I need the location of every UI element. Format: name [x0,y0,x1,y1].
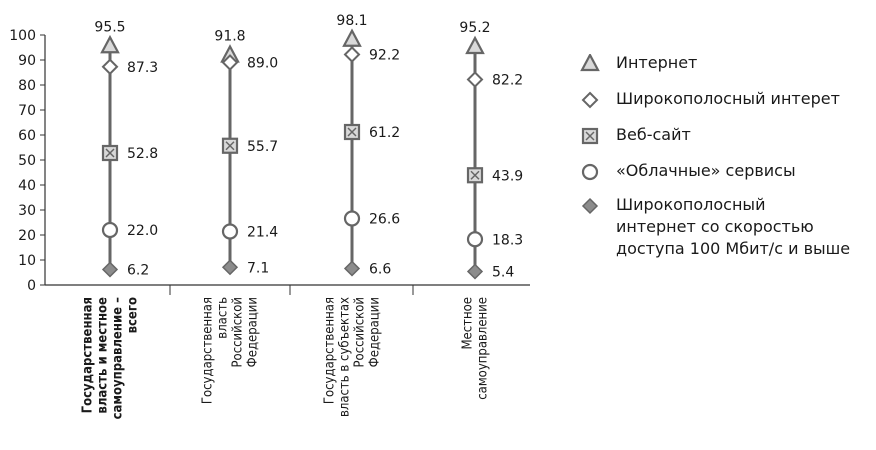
data-point [221,54,239,71]
category-label: Государственная власть Российской Федерации [201,297,261,404]
category-label-line: Российской [231,297,246,368]
data-label: 5.4 [492,265,514,281]
category-label-line: Федерации [368,297,383,367]
data-label: 22.0 [127,223,158,239]
y-tick-label: 70 [18,103,36,119]
y-tick-label: 90 [18,53,36,69]
category-label-line: Российской [353,297,368,368]
legend-item: «Облачные» сервисы [580,160,870,182]
data-point [466,71,484,88]
legend-label: «Облачные» сервисы [616,161,796,180]
legend-label: Широкополосный интерет [616,89,840,108]
data-point [465,35,485,55]
data-label: 95.2 [459,20,490,36]
data-label: 26.6 [369,212,400,228]
data-label: 7.1 [247,260,269,276]
data-point [101,58,119,76]
category-label-line: всего [126,297,141,333]
data-label: 98.1 [336,13,367,29]
legend-label: Интернет [616,53,698,72]
data-point [221,259,239,276]
data-label: 52.8 [127,146,158,162]
data-point [221,223,239,240]
data-point [466,231,484,248]
data-point [343,210,361,227]
data-point [342,28,362,47]
data-label: 18.3 [492,232,523,248]
legend-marker [580,54,600,72]
category-label-line: самоуправление – [111,297,126,420]
legend-label: Веб-сайт [616,125,691,144]
y-tick-label: 30 [18,203,36,219]
data-point [466,167,484,184]
data-point [221,137,239,154]
y-tick-label: 50 [18,153,36,169]
legend-marker-icon [581,91,599,109]
data-point [101,261,119,278]
data-label: 61.2 [369,125,400,141]
category-label-line: Федерации [246,297,261,367]
legend-marker-icon [581,127,599,145]
data-point [101,221,119,239]
data-point [100,34,120,54]
data-label: 92.2 [369,48,400,64]
data-point [101,144,119,162]
category-label-line: Государственная [81,297,96,413]
y-tick-label: 40 [18,178,36,194]
category-label-line: Государственная [201,297,216,404]
legend-marker [581,163,599,181]
category-label-line: власть [216,297,231,339]
chart: 0 10 20 30 40 50 60 70 80 90 100 95.5 91.8 98.1 95.2 87… [9,13,530,420]
category-label-line: самоуправление [476,297,491,400]
category-label-line: власть и местное [96,297,111,414]
category-label-line: власть в субъектах [338,297,353,417]
data-point [343,46,361,63]
legend-item: Широкополосный интернет со скоростью досту… [580,194,870,260]
data-label: 6.2 [127,263,149,279]
y-tick-label: 10 [18,253,36,269]
data-point [343,123,361,141]
y-tick-label: 80 [18,78,36,94]
legend-item: Веб-сайт [580,124,870,146]
y-tick-label: 100 [9,28,36,44]
legend-marker-icon [580,54,600,72]
y-tick-label: 60 [18,128,36,144]
data-point [343,260,361,277]
legend-label: интернет со скоростью [616,217,814,236]
category-label-line: Государственная [323,297,338,404]
category-label-line: Местное [461,297,476,350]
y-tick-label: 20 [18,228,36,244]
category-label: Местное самоуправление [461,297,491,400]
legend-item: Интернет [580,52,870,74]
legend-marker-icon [581,197,599,215]
data-point [466,263,484,280]
data-label: 6.6 [369,262,391,278]
data-label: 91.8 [214,29,245,45]
data-label: 82.2 [492,73,523,89]
data-label: 55.7 [247,139,278,155]
category-label: Государственная власть и местное самоуправ… [81,297,141,420]
legend-marker-icon [581,163,599,181]
data-label: 95.5 [94,19,125,35]
y-tick-label: 0 [27,278,36,294]
legend-marker [581,127,599,145]
category-label: Государственная власть в субъектах Российс… [323,297,383,417]
legend-label: доступа 100 Мбит/с и выше [616,239,851,258]
legend-marker [581,91,599,109]
data-label: 89.0 [247,56,278,72]
data-label: 87.3 [127,60,158,76]
legend-marker [581,197,599,215]
legend-item: Широкополосный интерет [580,88,870,110]
legend: Интернет Широкополосный интерет Веб-сайт «О… [580,52,870,260]
data-label: 21.4 [247,225,278,241]
legend-label: Широкополосный [616,195,766,214]
data-label: 43.9 [492,168,523,184]
